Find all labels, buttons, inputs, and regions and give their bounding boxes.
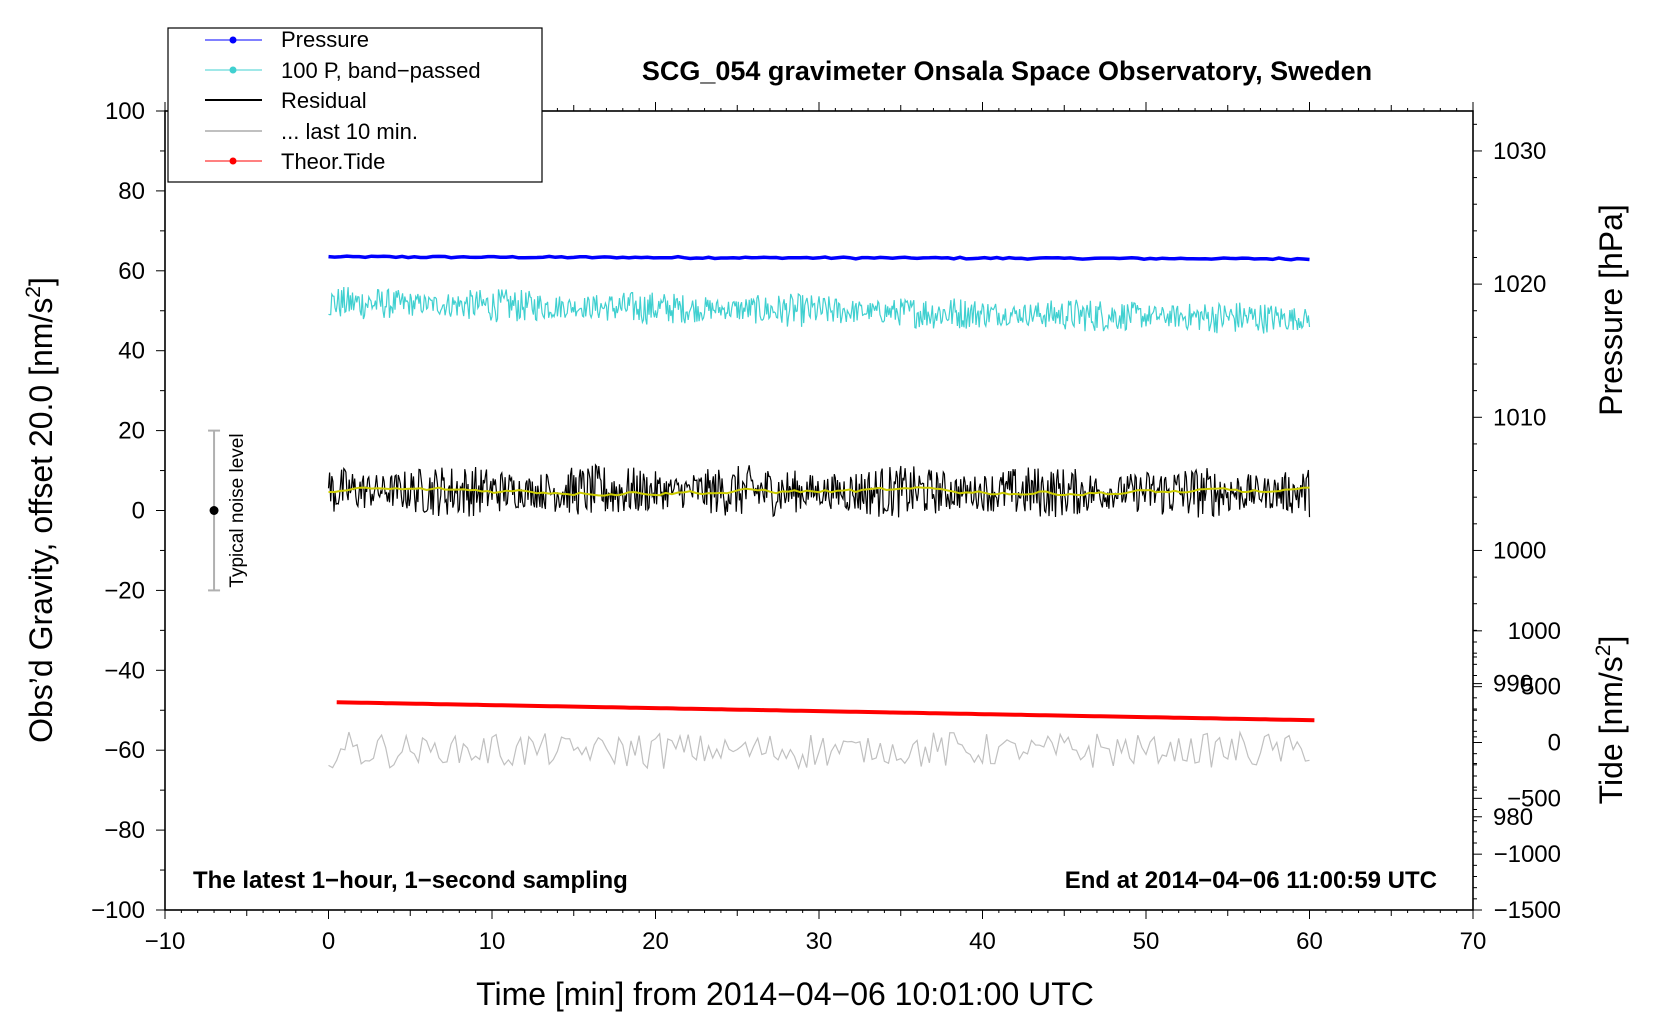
noise-level-indicator: Typical noise level: [208, 429, 248, 592]
pressure-tick-label: 1010: [1493, 404, 1546, 431]
pressure-tick-label: 1000: [1493, 537, 1546, 564]
y-tick-label: −60: [104, 737, 145, 764]
noise-dot: [209, 506, 219, 515]
y-tick-label: 20: [118, 418, 145, 445]
x-tick-label: 20: [642, 928, 669, 955]
annotation-sampling: The latest 1−hour, 1−second sampling: [193, 867, 628, 894]
x-tick-label: 40: [969, 928, 996, 955]
x-tick-label: −10: [145, 928, 186, 955]
series-line-3: [328, 486, 1310, 497]
legend: Pressure 100 P, band−passed Residual ...…: [167, 27, 543, 183]
y-tick-label: 0: [132, 498, 145, 525]
y-tick-label: −80: [104, 817, 145, 844]
chart-title: SCG_054 gravimeter Onsala Space Observat…: [642, 56, 1372, 86]
annotation-end-time: End at 2014−04−06 11:00:59 UTC: [1065, 867, 1437, 894]
x-tick-label: 60: [1296, 928, 1323, 955]
y-axis-label-sup: 2: [22, 286, 45, 298]
x-tick-label: 50: [1133, 928, 1160, 955]
tide-axis-label-main: Tide [nm/s: [1593, 656, 1629, 804]
tide-tick-label: −1000: [1494, 841, 1561, 868]
x-tick-label: 0: [322, 928, 335, 955]
y-tick-label: 80: [118, 178, 145, 205]
legend-marker-bandpassed: [229, 66, 237, 74]
y-axis-label-end: ]: [23, 277, 59, 286]
tide-axis-label-sup: 2: [1592, 645, 1615, 657]
legend-label-last10: ... last 10 min.: [281, 119, 418, 144]
tide-axis-label: Tide [nm/s2]: [1592, 636, 1629, 805]
y-tick-label: −20: [104, 577, 145, 604]
tide-tick-label: 0: [1548, 730, 1561, 757]
y-tick-label: 40: [118, 338, 145, 365]
series-line-1: [328, 286, 1311, 334]
tide-tick-label: 500: [1521, 674, 1561, 701]
x-tick-label: 70: [1460, 928, 1487, 955]
legend-marker-pressure: [229, 36, 237, 44]
tide-tick-label: −1500: [1494, 897, 1561, 924]
legend-box: [167, 27, 543, 183]
x-axis-label: Time [min] from 2014−04−06 10:01:00 UTC: [476, 976, 1094, 1012]
legend-label-residual: Residual: [281, 88, 367, 113]
series-line-5: [336, 700, 1315, 723]
legend-label-pressure: Pressure: [281, 27, 369, 52]
plot-frame: [164, 110, 1474, 911]
y-tick-label: 100: [105, 98, 145, 125]
noise-label: Typical noise level: [227, 433, 248, 587]
series-layer: [327, 254, 1315, 771]
pressure-tick-label: 990: [1493, 671, 1533, 698]
x-tick-label: 30: [806, 928, 833, 955]
y-tick-label: −40: [104, 657, 145, 684]
frame-layer: [164, 110, 1474, 911]
tide-tick-label: 1000: [1508, 618, 1561, 645]
series-line-4: [328, 730, 1310, 771]
x-tick-label: 10: [479, 928, 506, 955]
legend-marker-tide: [229, 157, 237, 165]
pressure-axis-label: Pressure [hPa]: [1593, 204, 1629, 416]
y-axis-label-main: Obs’d Gravity, offset 20.0 [nm/s: [23, 298, 59, 743]
legend-label-bandpassed: 100 P, band−passed: [281, 58, 481, 83]
pressure-tick-label: 1020: [1493, 271, 1546, 298]
tide-axis-label-end: ]: [1593, 636, 1629, 645]
pressure-tick-label: 1030: [1493, 138, 1546, 165]
tide-tick-label: −500: [1507, 785, 1561, 812]
y-tick-label: 60: [118, 258, 145, 285]
tick-layer: −10 0 10 20 30 40 50 60 70−100−80−60−40−20020406…: [91, 98, 1561, 955]
y-axis-label: Obs’d Gravity, offset 20.0 [nm/s2]: [22, 277, 59, 743]
pressure-tick-label: 980: [1493, 804, 1533, 831]
y-tick-label: −100: [91, 897, 145, 924]
series-line-0: [328, 254, 1310, 262]
legend-label-tide: Theor.Tide: [281, 149, 385, 174]
